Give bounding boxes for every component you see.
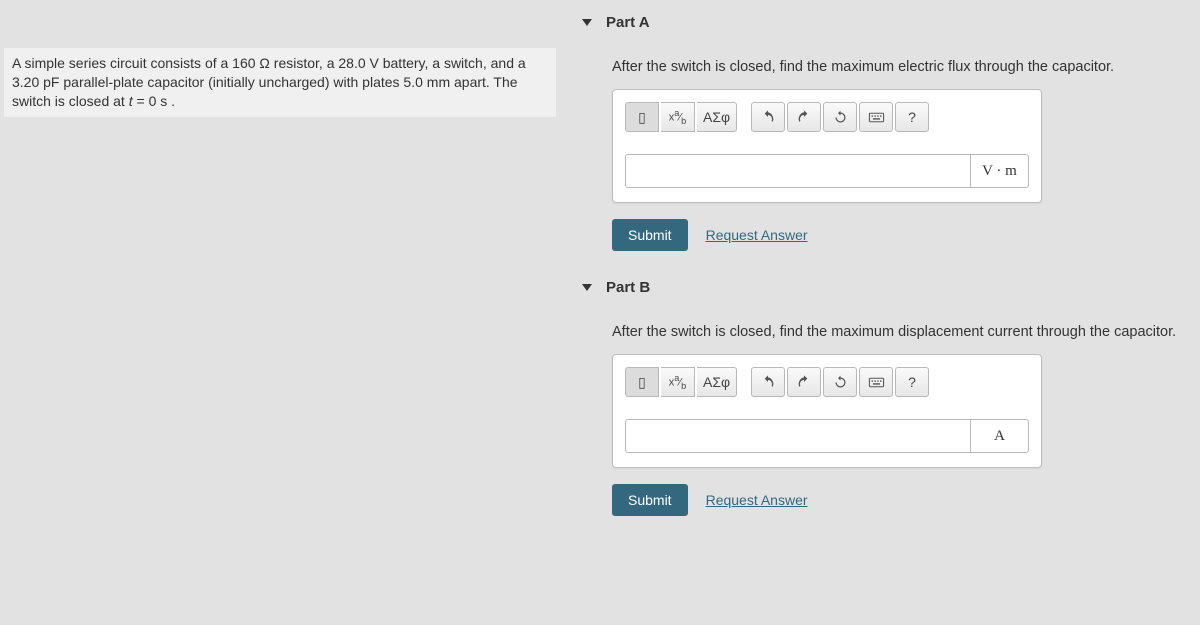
keyboard-icon	[867, 108, 885, 126]
toolbar-b: ▯ xa⁄b ΑΣφ	[625, 367, 1029, 397]
greek-button[interactable]: ΑΣφ	[697, 367, 737, 397]
part-b-prompt: After the switch is closed, find the max…	[582, 306, 1192, 354]
keyboard-button[interactable]	[859, 367, 893, 397]
undo-icon	[759, 373, 777, 391]
unit-label-b: A	[971, 419, 1029, 453]
help-icon: ?	[908, 109, 916, 125]
math-button[interactable]: xa⁄b	[661, 102, 695, 132]
greek-button[interactable]: ΑΣφ	[697, 102, 737, 132]
caret-down-icon	[582, 19, 592, 26]
request-answer-link-b[interactable]: Request Answer	[706, 492, 808, 508]
reset-icon	[831, 108, 849, 126]
problem-text-2: = 0 s .	[133, 93, 175, 109]
answer-editor-b: ▯ xa⁄b ΑΣφ	[612, 354, 1042, 468]
unit-label-a: V · m	[971, 154, 1029, 188]
greek-icon: ΑΣφ	[703, 109, 730, 125]
help-icon: ?	[908, 374, 916, 390]
caret-down-icon	[582, 284, 592, 291]
part-a-prompt: After the switch is closed, find the max…	[582, 41, 1192, 89]
part-b-header[interactable]: Part B	[582, 275, 1192, 306]
reset-button[interactable]	[823, 102, 857, 132]
answer-editor-a: ▯ xa⁄b ΑΣφ	[612, 89, 1042, 203]
submit-button-a[interactable]: Submit	[612, 219, 688, 251]
keyboard-button[interactable]	[859, 102, 893, 132]
part-b-label: Part B	[606, 279, 650, 296]
problem-text-1: A simple series circuit consists of a 16…	[12, 55, 526, 109]
template-icon: ▯	[638, 374, 646, 391]
undo-button[interactable]	[751, 102, 785, 132]
redo-button[interactable]	[787, 367, 821, 397]
part-a-header[interactable]: Part A	[582, 10, 1192, 41]
help-button[interactable]: ?	[895, 367, 929, 397]
undo-button[interactable]	[751, 367, 785, 397]
help-button[interactable]: ?	[895, 102, 929, 132]
template-button[interactable]: ▯	[625, 102, 659, 132]
template-button[interactable]: ▯	[625, 367, 659, 397]
answer-input-a[interactable]	[625, 154, 971, 188]
undo-icon	[759, 108, 777, 126]
part-a-label: Part A	[606, 14, 650, 31]
reset-icon	[831, 373, 849, 391]
keyboard-icon	[867, 373, 885, 391]
answer-input-b[interactable]	[625, 419, 971, 453]
math-icon: xa⁄b	[669, 373, 687, 391]
template-icon: ▯	[638, 109, 646, 126]
toolbar-a: ▯ xa⁄b ΑΣφ	[625, 102, 1029, 132]
parts-column: Part A After the switch is closed, find …	[582, 10, 1192, 540]
submit-button-b[interactable]: Submit	[612, 484, 688, 516]
reset-button[interactable]	[823, 367, 857, 397]
request-answer-link-a[interactable]: Request Answer	[706, 227, 808, 243]
redo-icon	[795, 108, 813, 126]
math-button[interactable]: xa⁄b	[661, 367, 695, 397]
redo-button[interactable]	[787, 102, 821, 132]
greek-icon: ΑΣφ	[703, 374, 730, 390]
redo-icon	[795, 373, 813, 391]
math-icon: xa⁄b	[669, 108, 687, 126]
problem-statement: A simple series circuit consists of a 16…	[4, 48, 556, 117]
